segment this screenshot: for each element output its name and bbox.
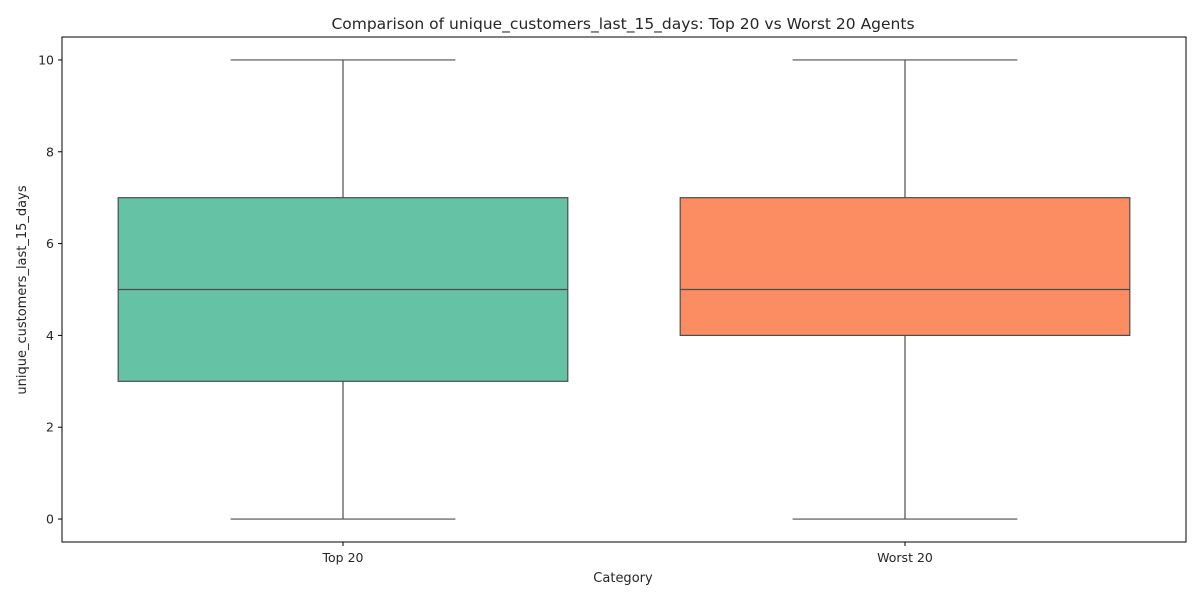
box-iqr [679, 197, 1131, 337]
box-top-20 [117, 59, 569, 520]
y-tick-label: 8 [46, 144, 54, 159]
x-axis-label: Category [593, 571, 653, 586]
x-tick-label: Worst 20 [877, 550, 933, 565]
y-tick-label: 4 [46, 328, 54, 343]
plot-area [117, 59, 1131, 520]
x-tick-label: Top 20 [322, 550, 364, 565]
y-tick-label: 10 [38, 52, 54, 67]
x-axis: Top 20 Worst 20 [322, 542, 933, 565]
box-worst-20 [679, 59, 1131, 520]
y-tick-label: 0 [46, 512, 54, 527]
y-axis-label: unique_customers_last_15_days [15, 185, 30, 394]
y-tick-label: 6 [46, 236, 54, 251]
plot-frame [61, 36, 1187, 543]
chart-title: Comparison of unique_customers_last_15_d… [331, 15, 914, 34]
y-tick-label: 2 [46, 420, 54, 435]
y-axis: 0 2 4 6 8 10 [38, 52, 62, 527]
